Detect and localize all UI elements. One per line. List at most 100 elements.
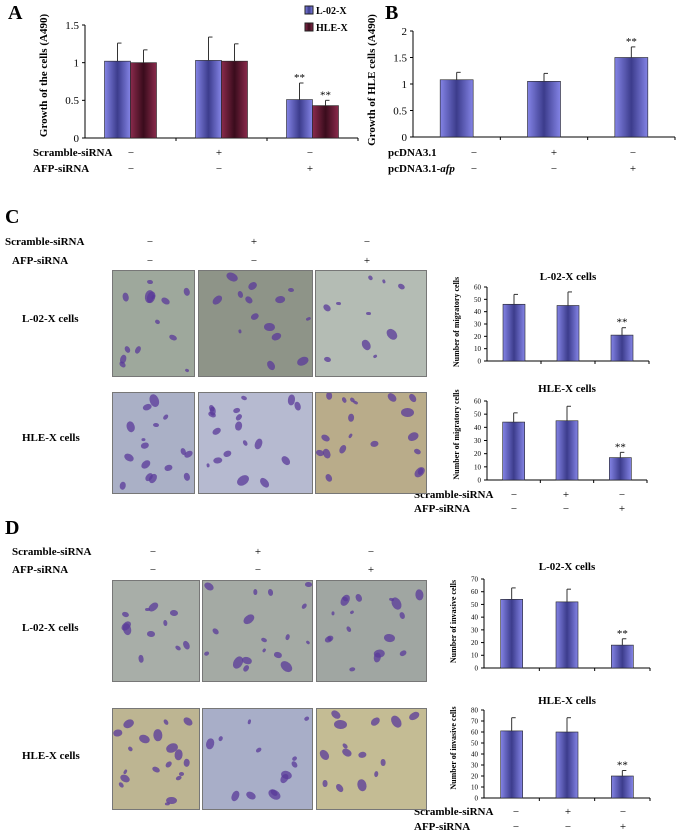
label-text: AFP-siRNA — [414, 503, 471, 515]
stained-cell — [337, 443, 348, 455]
stained-cell — [322, 779, 328, 787]
bar — [555, 601, 579, 669]
significance-label: ** — [615, 441, 626, 453]
stained-cell — [341, 747, 353, 758]
stained-cell — [373, 771, 379, 778]
significance-label: ** — [617, 760, 628, 772]
stained-cell — [138, 733, 152, 745]
b-pcdna-afp-sign: − — [470, 163, 478, 175]
b-pcdna-sign: + — [550, 147, 558, 159]
stained-cell — [121, 292, 130, 303]
stained-cell — [266, 787, 283, 802]
stained-cell — [203, 650, 211, 657]
stained-cell — [244, 790, 257, 801]
micrograph-image — [198, 392, 313, 494]
stained-cell — [285, 633, 291, 641]
micrograph-image — [315, 270, 427, 377]
bar — [610, 334, 634, 362]
y-tick-label: 50 — [474, 296, 482, 304]
bar — [555, 731, 579, 799]
stained-cell — [305, 582, 312, 588]
y-axis-label: Number of migratory cells — [452, 389, 461, 479]
panel-label-b: B — [385, 2, 399, 24]
stained-cell — [260, 637, 268, 644]
bar — [609, 457, 632, 481]
stained-cell — [349, 610, 355, 615]
a-scramble-label: Scramble-siRNA — [33, 147, 112, 159]
d-afp-sign: − — [149, 564, 157, 576]
d-chart-afp-sign: + — [619, 821, 627, 833]
stained-cell — [269, 331, 282, 343]
y-axis-label: Number of invasive cells — [449, 580, 458, 663]
stained-cell — [222, 449, 233, 458]
c-afp-label: AFP-siRNA — [12, 255, 68, 267]
stained-cell — [372, 353, 378, 359]
panel-label-c: C — [5, 206, 20, 228]
bar — [312, 105, 339, 139]
stained-cell — [183, 287, 191, 297]
stained-cell — [348, 413, 355, 423]
significance-label: ** — [320, 89, 331, 101]
bar — [500, 599, 523, 669]
stained-cell — [127, 745, 134, 752]
stained-cell — [366, 312, 372, 317]
stained-cell — [398, 611, 406, 620]
stained-cell — [372, 651, 382, 664]
micrograph-image — [112, 708, 200, 810]
stained-cell — [184, 367, 190, 373]
stained-cell — [413, 447, 422, 455]
stained-cell — [322, 447, 333, 460]
chart-title: L-02-X cells — [540, 271, 597, 283]
label-text: Scramble-siRNA — [33, 147, 113, 159]
stained-cell — [161, 413, 169, 421]
stained-cell — [406, 431, 420, 443]
chart-title: HLE-X cells — [538, 383, 596, 395]
stained-cell — [174, 748, 184, 761]
stained-cell — [217, 735, 224, 743]
stained-cell — [224, 271, 240, 285]
y-tick-label: 60 — [471, 728, 479, 736]
y-tick-label: 10 — [471, 783, 479, 791]
stained-cell — [139, 441, 150, 450]
stained-cell — [164, 760, 173, 770]
d-chart-scramble-sign: − — [512, 806, 520, 818]
c-chart-scramble-sign: − — [510, 489, 518, 501]
significance-label: ** — [294, 72, 305, 84]
stained-cell — [241, 612, 257, 626]
y-tick-label: 40 — [471, 614, 479, 622]
d-scramble-sign: − — [367, 546, 375, 558]
stained-cell — [138, 654, 145, 664]
stained-cell — [384, 633, 396, 643]
significance-label: ** — [626, 36, 637, 48]
chart-D2: 0 10 20 30 40 50 60 70 80 Number of invasive cell… — [449, 695, 651, 802]
legend-swatch — [304, 22, 314, 32]
stained-cell — [163, 464, 174, 472]
label-text: AFP-siRNA — [12, 255, 69, 267]
stained-cell — [174, 644, 183, 652]
stained-cell — [183, 472, 192, 482]
stained-cell — [303, 715, 310, 722]
stained-cell — [331, 611, 335, 616]
stained-cell — [244, 294, 254, 305]
stained-cell — [211, 293, 225, 307]
stained-cell — [345, 625, 352, 633]
d-chart-scramble-sign: − — [619, 806, 627, 818]
d-scramble-sign: + — [254, 546, 262, 558]
b-pcdna-afp-sign: − — [550, 163, 558, 175]
label-text: AFP-siRNA — [414, 821, 471, 833]
b-pcdna-sign: − — [629, 147, 637, 159]
chart-title: L-02-X cells — [539, 561, 596, 573]
legend-swatch — [304, 5, 314, 15]
stained-cell — [258, 476, 271, 490]
y-tick-label: 0 — [402, 132, 408, 144]
stained-cell — [240, 394, 248, 402]
bar — [130, 62, 157, 139]
stained-cell — [133, 345, 142, 355]
stained-cell — [246, 718, 252, 725]
c-chart-scramble-label: Scramble-siRNA — [414, 489, 493, 501]
stained-cell — [388, 597, 394, 602]
d-afp-sign: − — [254, 564, 262, 576]
bar — [221, 60, 248, 139]
d-scramble-label: Scramble-siRNA — [12, 546, 91, 558]
stained-cell — [384, 327, 400, 343]
